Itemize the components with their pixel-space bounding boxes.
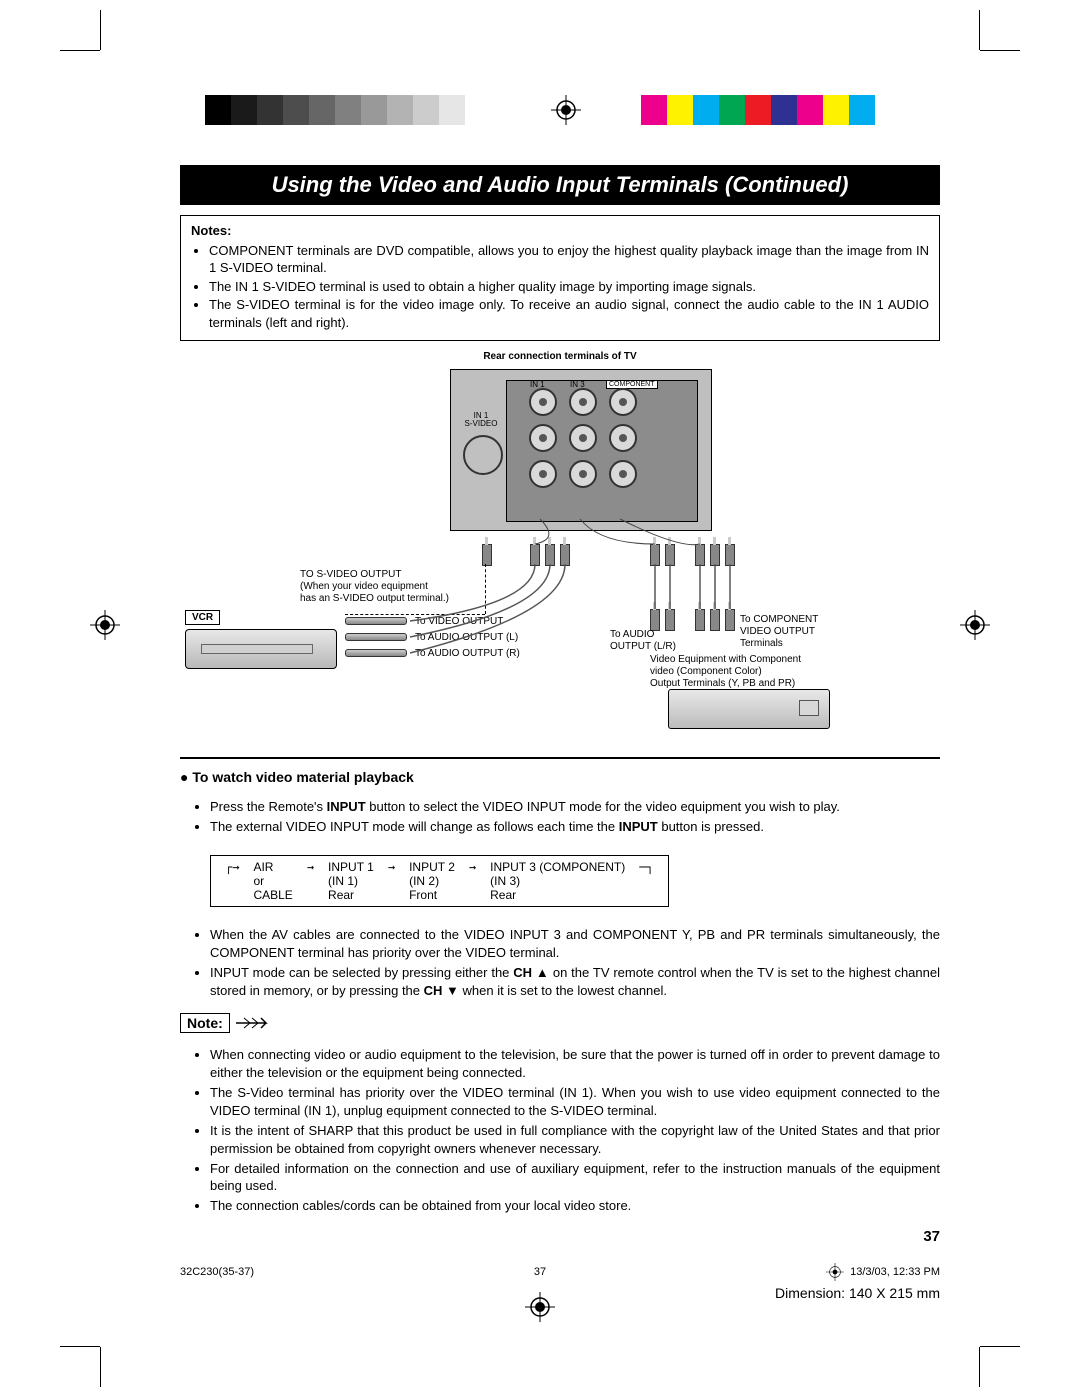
tv-rear-panel: IN 1 IN 3 COMPONENT IN 1S-VIDEO	[450, 369, 712, 531]
dimension-label: Dimension: 140 X 215 mm	[180, 1285, 940, 1301]
page-title: Using the Video and Audio Input Terminal…	[180, 165, 940, 205]
crop-top-right	[979, 10, 980, 50]
footer: 32C230(35-37) 37 13/3/03, 12:33 PM	[180, 1263, 940, 1281]
registration-target-right	[960, 610, 990, 640]
notes-box: Notes: COMPONENT terminals are DVD compa…	[180, 215, 940, 341]
crop-top	[0, 50, 1080, 51]
playback-list-2: When the AV cables are connected to the …	[180, 926, 940, 1000]
footer-timestamp: 13/3/03, 12:33 PM	[850, 1266, 940, 1278]
crop-bottom-right	[979, 1347, 980, 1387]
crop-bottom	[0, 1346, 1080, 1347]
notes-list: COMPONENT terminals are DVD compatible, …	[191, 242, 929, 332]
playback-header: ● To watch video material playback	[180, 769, 940, 785]
connection-diagram: Rear connection terminals of TV IN 1 IN …	[180, 349, 940, 759]
crop-top-left	[100, 10, 101, 50]
component-device	[668, 689, 830, 729]
page-content: Using the Video and Audio Input Terminal…	[180, 165, 940, 1301]
playback-list-1: Press the Remote's INPUT button to selec…	[180, 798, 940, 836]
note-header: Note:	[180, 1013, 940, 1033]
calibration-bars	[0, 95, 1080, 125]
rear-panel-label: Rear connection terminals of TV	[483, 351, 636, 362]
svideo-jack	[463, 435, 503, 475]
svideo-label: IN 1S-VIDEO	[459, 412, 503, 428]
footer-doc: 32C230(35-37)	[180, 1266, 254, 1278]
vcr-device: VCR	[185, 607, 337, 669]
registration-target-footer	[826, 1263, 844, 1281]
note2-list: When connecting video or audio equipment…	[180, 1046, 940, 1215]
registration-target-left	[90, 610, 120, 640]
registration-target-bottom	[525, 1292, 555, 1322]
input-cycle-box: ┌→AIRorCABLE→INPUT 1(IN 1)Rear→INPUT 2(I…	[210, 855, 669, 907]
crop-bottom-left	[100, 1347, 101, 1387]
registration-target-top	[551, 95, 581, 125]
footer-page: 37	[534, 1266, 546, 1278]
notes-header: Notes:	[191, 222, 929, 240]
page-number: 37	[180, 1228, 940, 1245]
